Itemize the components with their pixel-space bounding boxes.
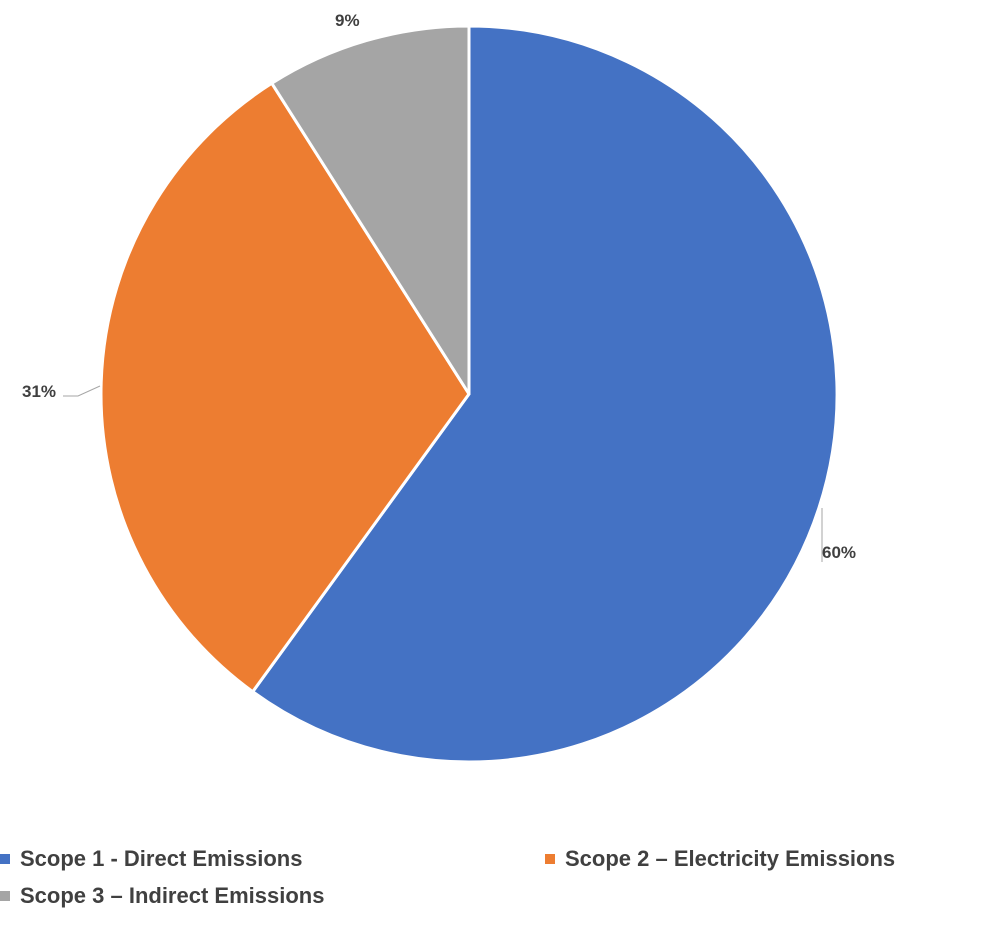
pie-slice-scope-2[interactable]: [99, 81, 471, 694]
legend-label-scope-2: Scope 2 – Electricity Emissions: [565, 846, 896, 871]
legend-swatch-scope-2: [545, 854, 555, 864]
legend-item-scope-1[interactable]: Scope 1 - Direct Emissions: [0, 846, 302, 872]
leader-lines: [63, 385, 823, 562]
legend-item-scope-2[interactable]: Scope 2 – Electricity Emissions: [545, 846, 895, 872]
pie-slice-scope-3[interactable]: [270, 24, 471, 396]
legend-item-scope-3[interactable]: Scope 3 – Indirect Emissions: [0, 883, 324, 909]
leader-line-scope-2: [63, 385, 101, 397]
legend: Scope 1 - Direct Emissions Scope 2 – Ele…: [0, 843, 987, 946]
legend-swatch-scope-3: [0, 891, 10, 901]
legend-label-scope-1: Scope 1 - Direct Emissions: [20, 846, 303, 871]
data-label-scope-2: 31%: [22, 382, 56, 401]
data-label-scope-1: 60%: [822, 543, 856, 562]
data-label-scope-3: 9%: [335, 11, 360, 30]
legend-label-scope-3: Scope 3 – Indirect Emissions: [20, 883, 325, 908]
pie-slices: [99, 24, 839, 764]
legend-swatch-scope-1: [0, 854, 10, 864]
data-labels: 60% 31% 9%: [22, 11, 856, 562]
pie-slice-scope-1[interactable]: [251, 24, 839, 764]
